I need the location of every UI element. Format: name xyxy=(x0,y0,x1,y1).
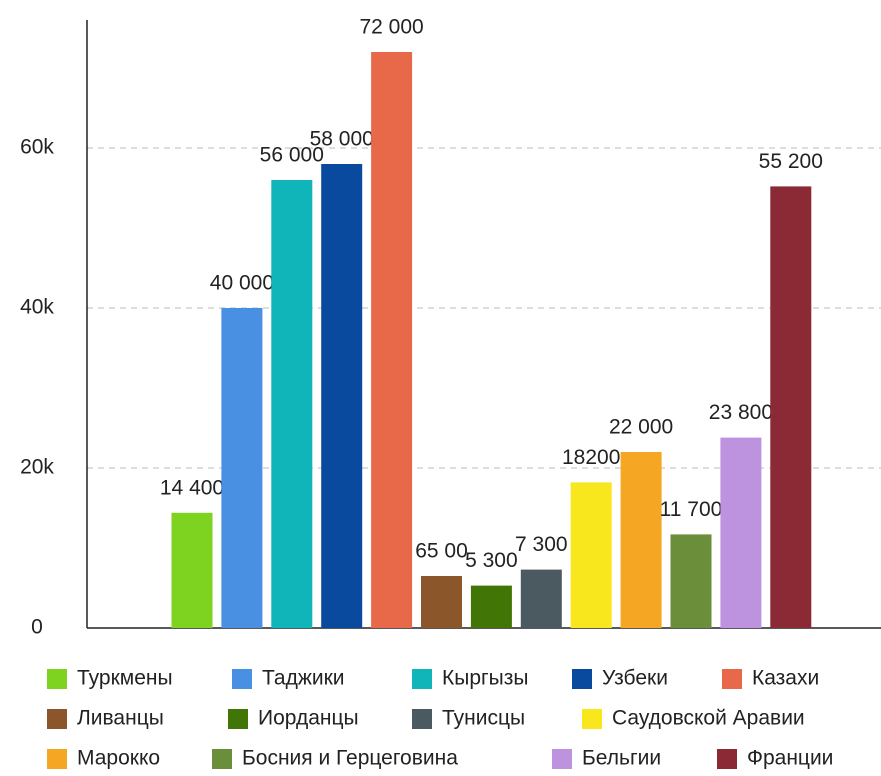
value-label: 22 000 xyxy=(609,416,673,439)
bar xyxy=(421,576,462,628)
legend-label: Бельгии xyxy=(582,747,661,770)
bar xyxy=(520,569,562,628)
value-label: 56 000 xyxy=(260,144,324,167)
bar xyxy=(670,534,712,628)
y-tick-label: 40k xyxy=(20,296,54,319)
legend-label: Саудовской Аравии xyxy=(612,707,805,730)
legend-swatch xyxy=(47,709,67,729)
legend-label: Казахи xyxy=(752,667,819,690)
y-tick-label: 20k xyxy=(20,456,54,479)
bar xyxy=(470,585,512,628)
bar xyxy=(620,452,662,628)
bar xyxy=(171,512,213,628)
legend-label: Тунисцы xyxy=(442,707,525,730)
legend-label: Узбеки xyxy=(602,667,668,690)
bar xyxy=(770,186,812,628)
legend-swatch xyxy=(212,749,232,769)
y-tick-label: 0 xyxy=(31,616,43,639)
value-label: 58 000 xyxy=(310,128,374,151)
legend-label: Ливанцы xyxy=(77,707,164,730)
legend-label: Таджики xyxy=(262,667,345,690)
value-label: 55 200 xyxy=(759,150,823,173)
legend-swatch xyxy=(552,749,572,769)
value-label: 40 000 xyxy=(210,272,274,295)
legend-label: Кыргызы xyxy=(442,667,528,690)
bar xyxy=(271,180,313,628)
bar xyxy=(720,437,762,628)
legend-label: Франции xyxy=(747,747,833,770)
legend-label: Иорданцы xyxy=(258,707,359,730)
value-label: 65 00 xyxy=(415,540,468,563)
bar xyxy=(221,308,263,628)
bar xyxy=(321,164,363,628)
legend-label: Марокко xyxy=(77,747,160,770)
value-label: 5 300 xyxy=(465,549,518,572)
value-label: 11 700 xyxy=(660,498,723,521)
bar xyxy=(371,52,413,628)
value-label: 23 800 xyxy=(709,401,773,424)
legend-swatch xyxy=(232,669,252,689)
legend-swatch xyxy=(412,709,432,729)
y-tick-label: 60k xyxy=(20,136,54,159)
legend-swatch xyxy=(228,709,248,729)
value-label: 18200 xyxy=(562,446,620,469)
legend-label: Босния и Герцеговина xyxy=(242,747,458,770)
legend-swatch xyxy=(717,749,737,769)
legend-label: Туркмены xyxy=(77,667,173,690)
legend-swatch xyxy=(47,669,67,689)
legend-swatch xyxy=(582,709,602,729)
value-label: 72 000 xyxy=(359,16,423,39)
legend-swatch xyxy=(412,669,432,689)
legend-swatch xyxy=(572,669,592,689)
bar xyxy=(570,482,612,628)
legend-swatch xyxy=(47,749,67,769)
legend-swatch xyxy=(722,669,742,689)
value-label: 14 400 xyxy=(160,476,224,499)
value-label: 7 300 xyxy=(515,533,568,556)
